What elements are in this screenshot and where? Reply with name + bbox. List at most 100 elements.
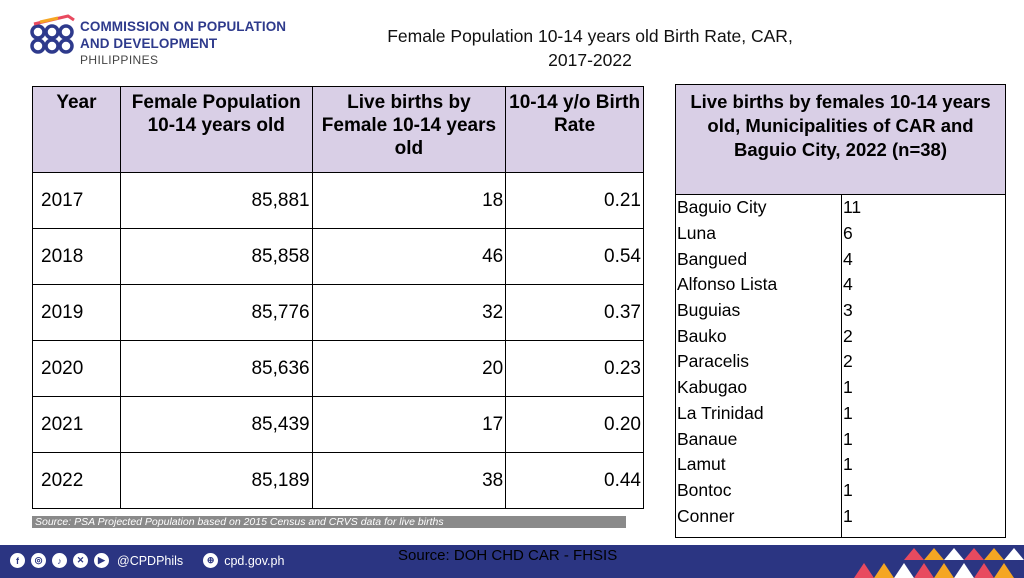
municipality-name: Alfonso Lista xyxy=(677,274,778,295)
cell-year: 2019 xyxy=(32,284,121,341)
list-item: Bangued 4 xyxy=(676,246,1005,272)
cell-female-population: 85,189 xyxy=(119,452,313,509)
cell-birth-rate: 0.54 xyxy=(505,228,644,285)
municipality-name: Luna xyxy=(677,223,716,244)
cpd-logo-mark-icon xyxy=(30,14,75,54)
cell-year: 2018 xyxy=(32,228,121,285)
logo-org-line1: COMMISSION ON POPULATION xyxy=(80,19,287,34)
municipality-name: Buguias xyxy=(677,300,741,321)
municipality-count: 11 xyxy=(843,197,862,218)
website-link[interactable]: cpd.gov.ph xyxy=(224,553,285,568)
municipality-count: 4 xyxy=(843,248,853,269)
cell-live-births: 18 xyxy=(311,172,507,229)
municipality-name: Bauko xyxy=(677,325,727,346)
cell-birth-rate: 0.23 xyxy=(505,340,644,397)
list-item: Luna 6 xyxy=(676,221,1005,247)
instagram-icon[interactable]: ◎ xyxy=(31,553,46,568)
municipality-table-header: Live births by females 10-14 years old, … xyxy=(676,85,1005,195)
cpd-logo: COMMISSION ON POPULATION AND DEVELOPMENT… xyxy=(28,14,328,76)
doh-source-note: Source: DOH CHD CAR - FHSIS xyxy=(398,547,618,564)
title-line1: Female Population 10-14 years old Birth … xyxy=(387,26,793,46)
table-header-row: Year Female Population 10-14 years old L… xyxy=(32,86,644,173)
column-divider xyxy=(841,195,842,537)
list-item: Bontoc 1 xyxy=(676,478,1005,504)
list-item: Baguio City 11 xyxy=(676,195,1005,221)
list-item: Lamut 1 xyxy=(676,452,1005,478)
list-item: Bauko 2 xyxy=(676,323,1005,349)
list-item: Paracelis 2 xyxy=(676,349,1005,375)
title-line2: 2017-2022 xyxy=(548,50,632,70)
table-row: 2021 85,439 17 0.20 xyxy=(32,396,644,453)
municipality-count: 1 xyxy=(843,377,853,398)
municipality-count: 1 xyxy=(843,454,853,475)
cell-birth-rate: 0.44 xyxy=(505,452,644,509)
municipality-count: 1 xyxy=(843,428,853,449)
list-item: Banaue 1 xyxy=(676,426,1005,452)
cell-year: 2017 xyxy=(32,172,121,229)
col-header-live-births: Live births by Female 10-14 years old xyxy=(311,86,507,173)
birth-rate-table: Year Female Population 10-14 years old L… xyxy=(32,86,644,509)
municipality-name: Kabugao xyxy=(677,377,748,398)
table-row: 2020 85,636 20 0.23 xyxy=(32,340,644,397)
globe-icon: ⊕ xyxy=(203,553,219,568)
social-handle[interactable]: @CPDPhils xyxy=(117,553,184,568)
list-item: Kabugao 1 xyxy=(676,375,1005,401)
table-row: 2018 85,858 46 0.54 xyxy=(32,228,644,285)
municipality-count: 2 xyxy=(843,351,853,372)
cell-live-births: 17 xyxy=(311,396,507,453)
col-header-year: Year xyxy=(32,86,121,173)
cell-year: 2021 xyxy=(32,396,121,453)
list-item: Alfonso Lista 4 xyxy=(676,272,1005,298)
footer-bar: f ◎ ♪ ✕ ▶ @CPDPhils ⊕ cpd.gov.ph xyxy=(0,545,1024,578)
municipality-table-body: Baguio City 11 Luna 6 Bangued 4 Alfonso Lis… xyxy=(676,195,1005,537)
facebook-icon[interactable]: f xyxy=(10,553,25,568)
cell-birth-rate: 0.37 xyxy=(505,284,644,341)
list-item: La Trinidad 1 xyxy=(676,401,1005,427)
table-row: 2019 85,776 32 0.37 xyxy=(32,284,644,341)
cell-live-births: 20 xyxy=(311,340,507,397)
cell-live-births: 46 xyxy=(311,228,507,285)
cell-year: 2022 xyxy=(32,452,121,509)
decorative-pattern xyxy=(854,548,1024,578)
municipality-count: 4 xyxy=(843,274,853,295)
municipality-name: La Trinidad xyxy=(677,402,764,423)
table-row: 2017 85,881 18 0.21 xyxy=(32,172,644,229)
municipality-count: 1 xyxy=(843,402,853,423)
cell-birth-rate: 0.21 xyxy=(505,172,644,229)
cell-live-births: 38 xyxy=(311,452,507,509)
col-header-birth-rate: 10-14 y/o Birth Rate xyxy=(505,86,644,173)
logo-org-line2: AND DEVELOPMENT xyxy=(80,36,218,51)
municipality-count: 1 xyxy=(843,505,853,526)
municipality-name: Paracelis xyxy=(677,351,749,372)
logo-country: PHILIPPINES xyxy=(80,53,159,67)
municipality-name: Bangued xyxy=(677,248,748,269)
municipality-name: Baguio City xyxy=(677,197,767,218)
psa-source-note: Source: PSA Projected Population based o… xyxy=(32,516,626,528)
municipality-name: Bontoc xyxy=(677,479,732,500)
municipality-count: 2 xyxy=(843,325,853,346)
municipality-count: 1 xyxy=(843,479,853,500)
municipality-name: Banaue xyxy=(677,428,738,449)
table-row: 2022 85,189 38 0.44 xyxy=(32,452,644,509)
municipality-name: Conner xyxy=(677,505,735,526)
cell-year: 2020 xyxy=(32,340,121,397)
cell-live-births: 32 xyxy=(311,284,507,341)
list-item: Buguias 3 xyxy=(676,298,1005,324)
col-header-female-population: Female Population 10-14 years old xyxy=(119,86,313,173)
cell-female-population: 85,858 xyxy=(119,228,313,285)
cell-female-population: 85,439 xyxy=(119,396,313,453)
municipality-count: 3 xyxy=(843,300,853,321)
youtube-icon[interactable]: ▶ xyxy=(94,553,109,568)
social-links: f ◎ ♪ ✕ ▶ @CPDPhils ⊕ cpd.gov.ph xyxy=(10,553,284,568)
cell-female-population: 85,636 xyxy=(119,340,313,397)
page-title: Female Population 10-14 years old Birth … xyxy=(340,24,840,72)
x-icon[interactable]: ✕ xyxy=(73,553,88,568)
municipality-count: 6 xyxy=(843,223,853,244)
municipality-name: Lamut xyxy=(677,454,726,475)
cell-birth-rate: 0.20 xyxy=(505,396,644,453)
tiktok-icon[interactable]: ♪ xyxy=(52,553,67,568)
cell-female-population: 85,881 xyxy=(119,172,313,229)
cell-female-population: 85,776 xyxy=(119,284,313,341)
list-item: Conner 1 xyxy=(676,503,1005,529)
municipality-births-table: Live births by females 10-14 years old, … xyxy=(675,84,1006,538)
